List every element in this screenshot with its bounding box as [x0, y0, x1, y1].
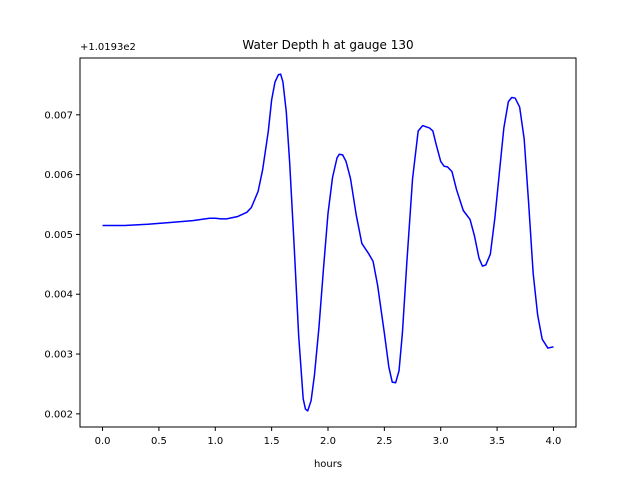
y-tick-label: 0.006 [44, 170, 73, 181]
x-tick-label: 1.5 [264, 436, 280, 447]
x-tick-label: 0.0 [95, 436, 111, 447]
y-axis-offset-text: +1.0193e2 [80, 42, 136, 53]
chart-title: Water Depth h at gauge 130 [242, 38, 413, 52]
y-tick-label: 0.007 [44, 110, 73, 121]
x-tick-label: 2.5 [376, 436, 392, 447]
y-tick-label: 0.004 [44, 290, 73, 301]
plot-area: 0.0 0.5 1.0 1.5 2.0 2.5 3.0 3.5 4.0 0.002 0.003 0.0… [44, 57, 577, 447]
x-tick-label: 0.5 [151, 436, 167, 447]
series-line-0 [102, 73, 554, 412]
x-tick-label: 1.0 [207, 436, 223, 447]
x-tick-label: 3.0 [433, 436, 449, 447]
y-tick-label: 0.002 [44, 409, 73, 420]
x-tick-label: 2.0 [320, 436, 336, 447]
x-tick-label: 4.0 [546, 436, 562, 447]
x-axis-label: hours [314, 459, 342, 470]
y-tick-label: 0.003 [44, 350, 73, 361]
x-tick-label: 3.5 [489, 436, 505, 447]
y-tick-label: 0.005 [44, 230, 73, 241]
